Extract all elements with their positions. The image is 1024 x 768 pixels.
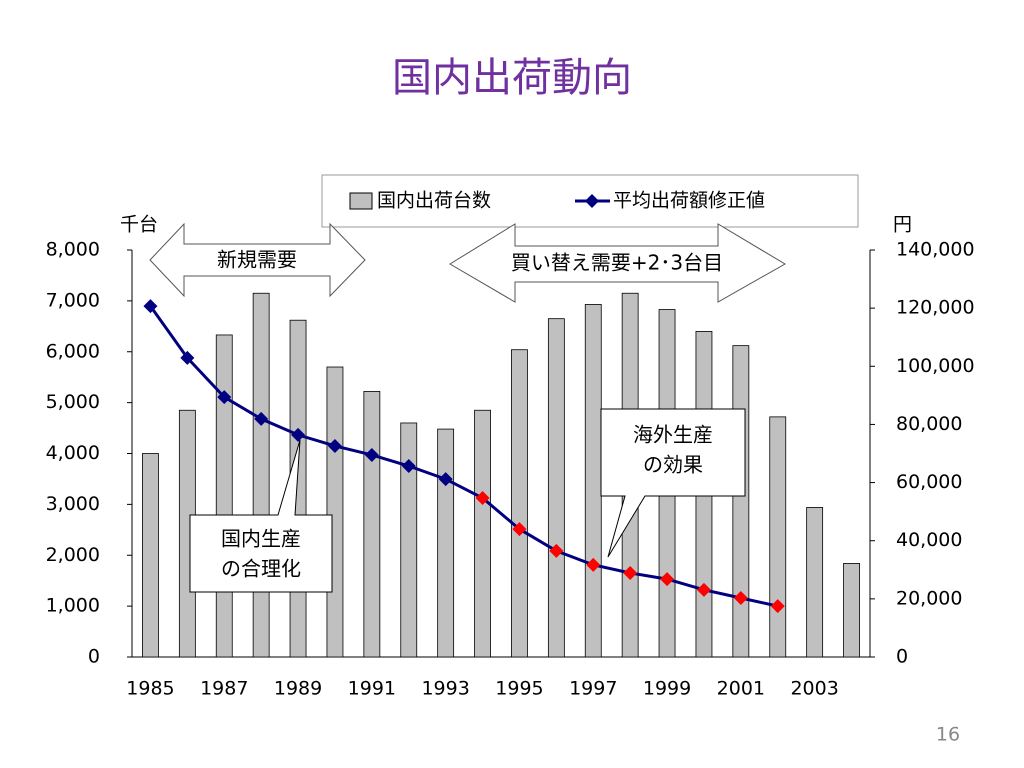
callout xyxy=(600,408,746,558)
callout xyxy=(189,439,333,593)
y-tick-label: 2,000 xyxy=(46,544,100,566)
y2-tick-label: 60,000 xyxy=(896,471,962,493)
marker xyxy=(770,599,785,614)
x-tick-label: 2001 xyxy=(717,678,765,700)
bar xyxy=(437,428,455,658)
marker xyxy=(217,390,232,405)
line xyxy=(149,305,779,608)
bar xyxy=(511,349,528,658)
bar xyxy=(806,507,824,658)
marker xyxy=(364,447,379,462)
y2-tick-label: 0 xyxy=(896,646,908,668)
bar xyxy=(732,345,750,658)
y-tick-label: 4,000 xyxy=(46,442,100,464)
marker xyxy=(401,459,416,474)
y-tick-label: 3,000 xyxy=(46,493,100,515)
page-number: 16 xyxy=(936,724,960,746)
marker xyxy=(512,522,527,537)
bar xyxy=(363,391,381,658)
bar xyxy=(326,366,344,658)
bar xyxy=(400,422,418,658)
bar xyxy=(769,416,787,658)
chart-title: 国内出荷動向 xyxy=(392,55,632,101)
arrow-label: 買い替え需要+2･3台目 xyxy=(511,251,723,275)
bar xyxy=(252,292,270,658)
bar xyxy=(142,453,159,658)
marker xyxy=(660,572,675,587)
bar xyxy=(547,318,565,658)
legend-label: 国内出荷台数 xyxy=(377,190,491,212)
y2-tick-label: 100,000 xyxy=(896,355,975,377)
marker xyxy=(438,472,453,487)
y2-tick-label: 120,000 xyxy=(896,297,975,319)
legend-swatch xyxy=(349,192,373,210)
marker xyxy=(733,590,748,605)
marker xyxy=(254,411,269,426)
y-tick-label: 1,000 xyxy=(46,595,100,617)
y2-unit: 円 xyxy=(893,214,912,236)
bar xyxy=(584,304,602,658)
callout-text: 海外生産 xyxy=(633,423,713,447)
marker xyxy=(327,438,342,453)
x-tick-label: 1989 xyxy=(274,678,322,700)
legend-marker xyxy=(585,194,599,208)
marker xyxy=(696,582,711,597)
marker xyxy=(291,427,306,442)
x-tick-label: 2003 xyxy=(790,678,838,700)
y-tick-label: 8,000 xyxy=(46,239,100,261)
plot: 0 1,000 2,000 3,000 4,000 5,000 6,000 7,000 8,00… xyxy=(46,239,975,700)
x-tick-label: 1991 xyxy=(348,678,396,700)
y-tick-label: 7,000 xyxy=(46,289,100,311)
x-tick-label: 1987 xyxy=(200,678,248,700)
y2-tick-label: 20,000 xyxy=(896,587,962,609)
marker xyxy=(180,350,195,365)
callout-text: の合理化 xyxy=(221,557,301,581)
y-tick-label: 6,000 xyxy=(46,340,100,362)
arrow-label: 新規需要 xyxy=(217,248,297,272)
marker xyxy=(623,565,638,580)
legend-box xyxy=(321,174,859,228)
y2-tick-label: 40,000 xyxy=(896,529,962,551)
bar xyxy=(843,562,860,658)
callout-text: の効果 xyxy=(643,453,703,477)
y2-tick-label: 140,000 xyxy=(896,239,975,261)
bar xyxy=(215,334,233,658)
marker xyxy=(475,490,490,505)
double-arrow xyxy=(149,222,366,298)
legend-label: 平均出荷額修正値 xyxy=(613,190,765,212)
marker xyxy=(549,543,564,558)
x-tick-label: 1997 xyxy=(569,678,617,700)
callout-text: 国内生産 xyxy=(221,527,301,551)
x-tick-label: 1993 xyxy=(421,678,469,700)
y-unit: 千台 xyxy=(120,214,158,236)
marker xyxy=(586,557,601,572)
y2-tick-label: 80,000 xyxy=(896,413,962,435)
x-tick-label: 1995 xyxy=(495,678,543,700)
x-tick-label: 1999 xyxy=(643,678,691,700)
bar xyxy=(474,409,491,658)
y-tick-label: 0 xyxy=(88,646,100,668)
y-tick-label: 5,000 xyxy=(46,391,100,413)
double-arrow xyxy=(449,223,786,303)
marker xyxy=(143,299,158,314)
x-tick-label: 1985 xyxy=(126,678,174,700)
